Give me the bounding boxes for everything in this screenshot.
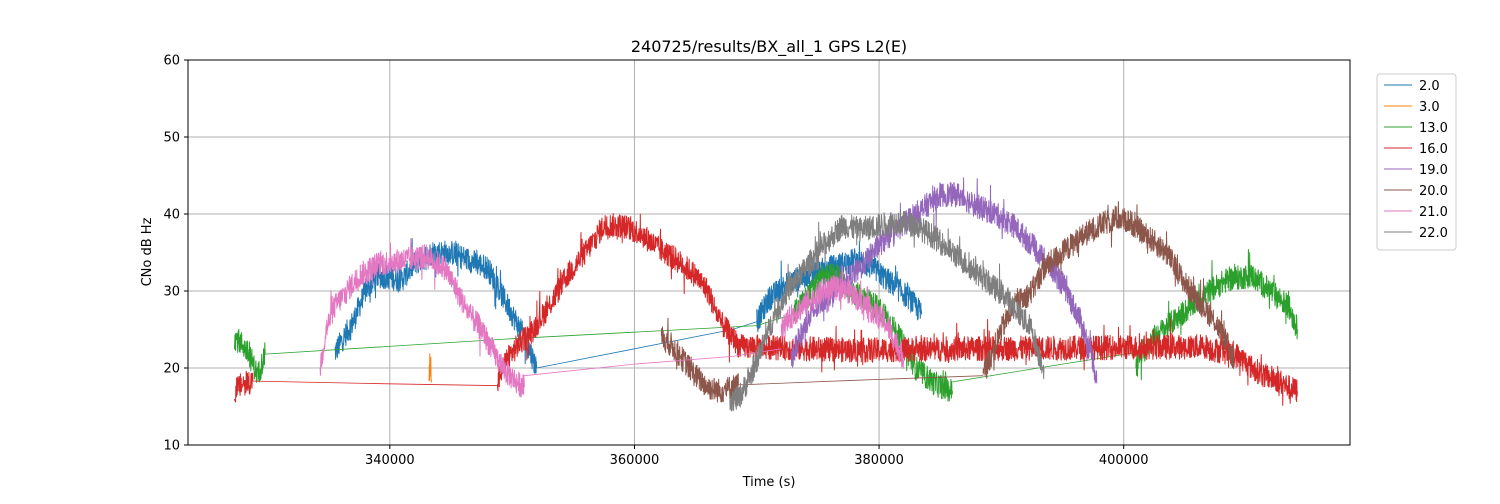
y-tick-label: 40: [163, 208, 180, 223]
series-layer: [234, 177, 1298, 412]
y-tick-label: 60: [163, 54, 180, 69]
axis-ticks: 340000 360000 380000 400000 10 20 30 40 50 60: [163, 54, 1148, 469]
series-line: [497, 213, 739, 392]
chart-title: 240725/results/BX_all_1 GPS L2(E): [631, 37, 907, 57]
series-line: [1135, 248, 1298, 381]
y-tick-label: 50: [163, 131, 180, 146]
series-line: [234, 370, 254, 403]
legend: 2.0 3.0 13.0 16.0 19.0 20.0 21.0 22.0: [1376, 73, 1457, 251]
x-tick-label: 360000: [610, 453, 660, 468]
series-line: [660, 317, 739, 403]
series-line: [756, 240, 923, 333]
series-line: [234, 328, 266, 383]
series-connector: [536, 321, 757, 369]
y-tick-label: 30: [163, 285, 180, 300]
legend-label: 13.0: [1419, 121, 1448, 136]
plot-area: [187, 59, 1351, 446]
legend-box: [1376, 73, 1457, 251]
series-line: [780, 265, 904, 369]
series-connector: [265, 313, 794, 355]
legend-label: 19.0: [1419, 163, 1448, 178]
series-connector: [738, 375, 984, 386]
series-16.0: [234, 213, 1298, 406]
legend-label: 22.0: [1419, 226, 1448, 241]
legend-label: 16.0: [1419, 142, 1448, 157]
x-tick-label: 380000: [854, 453, 904, 468]
y-tick-label: 20: [163, 362, 180, 377]
series-3.0: [428, 353, 432, 383]
y-axis-label: CNo dB Hz: [140, 217, 155, 286]
legend-label: 2.0: [1419, 79, 1440, 94]
series-connector: [252, 380, 500, 387]
series-line: [982, 201, 1235, 379]
series-20.0: [660, 201, 1235, 403]
series-line: [737, 318, 1210, 373]
series-22.0: [729, 210, 1045, 412]
x-axis-label: Time (s): [742, 475, 796, 490]
x-tick-label: 340000: [365, 453, 415, 468]
y-tick-label: 10: [163, 439, 180, 454]
series-connector: [524, 348, 782, 377]
series-line: [319, 237, 525, 398]
legend-label: 21.0: [1419, 205, 1448, 220]
grid: [188, 59, 1350, 446]
legend-label: 20.0: [1419, 184, 1448, 199]
legend-label: 3.0: [1419, 100, 1440, 115]
series-line: [1208, 331, 1298, 406]
x-tick-label: 400000: [1099, 453, 1149, 468]
series-line: [729, 210, 1045, 412]
series-line: [428, 353, 432, 383]
